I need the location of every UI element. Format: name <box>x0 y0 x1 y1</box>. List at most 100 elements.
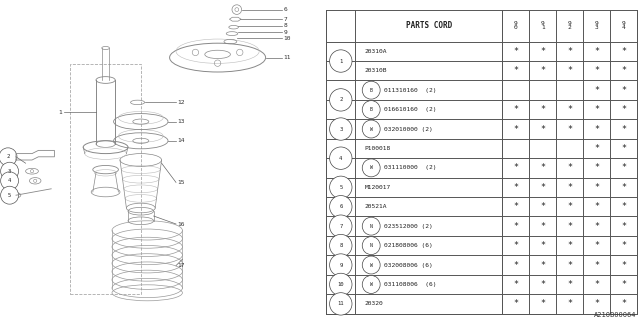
Text: 032008006 (6): 032008006 (6) <box>384 262 433 268</box>
Text: 1: 1 <box>59 109 63 115</box>
Text: *: * <box>567 260 572 269</box>
Text: *: * <box>594 124 599 133</box>
Text: *: * <box>567 66 572 75</box>
Text: *: * <box>594 66 599 75</box>
Circle shape <box>330 118 352 140</box>
Text: *: * <box>567 222 572 231</box>
Text: *: * <box>513 260 518 269</box>
Text: *: * <box>621 105 626 114</box>
Circle shape <box>330 176 352 198</box>
Text: *: * <box>567 241 572 250</box>
Text: *: * <box>540 280 545 289</box>
Text: 9
0: 9 0 <box>514 21 518 30</box>
Circle shape <box>330 50 352 72</box>
Text: *: * <box>594 144 599 153</box>
Text: 11: 11 <box>337 301 344 306</box>
Circle shape <box>362 159 380 177</box>
Circle shape <box>362 217 380 235</box>
Text: *: * <box>540 66 545 75</box>
Text: B: B <box>370 88 372 93</box>
Text: *: * <box>540 124 545 133</box>
Text: W: W <box>370 262 372 268</box>
Text: 6: 6 <box>283 7 287 12</box>
Text: 20310A: 20310A <box>365 49 387 54</box>
Circle shape <box>330 234 352 257</box>
Text: B: B <box>370 107 372 112</box>
Text: 6: 6 <box>339 204 342 209</box>
Text: 031110000  (2): 031110000 (2) <box>384 165 436 170</box>
Circle shape <box>362 81 380 99</box>
Circle shape <box>330 293 352 315</box>
Text: 8: 8 <box>283 23 287 28</box>
Text: *: * <box>594 222 599 231</box>
Text: 9
3: 9 3 <box>595 21 598 30</box>
Text: 8: 8 <box>339 243 342 248</box>
Text: *: * <box>621 241 626 250</box>
Circle shape <box>330 254 352 276</box>
Circle shape <box>330 147 352 169</box>
Text: 9: 9 <box>283 29 287 35</box>
Circle shape <box>330 196 352 218</box>
Text: *: * <box>513 124 518 133</box>
Text: *: * <box>621 222 626 231</box>
Text: *: * <box>594 241 599 250</box>
Text: *: * <box>621 47 626 56</box>
Text: *: * <box>567 105 572 114</box>
Text: N: N <box>370 224 372 229</box>
Text: 3: 3 <box>339 126 342 132</box>
Text: 9
1: 9 1 <box>541 21 545 30</box>
Text: 20320: 20320 <box>365 301 383 306</box>
Text: *: * <box>513 280 518 289</box>
Circle shape <box>1 162 19 180</box>
Text: 5: 5 <box>8 193 12 198</box>
Text: 2: 2 <box>339 97 342 102</box>
Text: 011310160  (2): 011310160 (2) <box>384 88 436 93</box>
Text: 032010000 (2): 032010000 (2) <box>384 126 433 132</box>
Text: *: * <box>540 202 545 211</box>
Circle shape <box>0 148 17 166</box>
Circle shape <box>330 215 352 237</box>
Text: *: * <box>594 164 599 172</box>
Text: *: * <box>621 66 626 75</box>
Text: *: * <box>513 241 518 250</box>
Text: 7: 7 <box>283 17 287 22</box>
Text: *: * <box>594 260 599 269</box>
Text: P100018: P100018 <box>365 146 391 151</box>
Circle shape <box>1 172 19 190</box>
Text: *: * <box>594 47 599 56</box>
Text: *: * <box>621 164 626 172</box>
Circle shape <box>362 276 380 293</box>
Text: *: * <box>594 86 599 95</box>
Text: 023512000 (2): 023512000 (2) <box>384 224 433 229</box>
Text: *: * <box>513 66 518 75</box>
Text: 14: 14 <box>178 138 185 143</box>
Text: *: * <box>513 300 518 308</box>
Text: *: * <box>594 300 599 308</box>
Text: M120017: M120017 <box>365 185 391 190</box>
Text: A210B00064: A210B00064 <box>595 312 637 318</box>
Text: *: * <box>513 47 518 56</box>
Text: *: * <box>540 47 545 56</box>
Text: 10: 10 <box>337 282 344 287</box>
Text: 4: 4 <box>8 178 12 183</box>
Text: 20521A: 20521A <box>365 204 387 209</box>
Text: *: * <box>540 105 545 114</box>
Text: *: * <box>567 280 572 289</box>
Text: 16: 16 <box>178 221 185 227</box>
Text: *: * <box>621 202 626 211</box>
Text: W: W <box>370 165 372 170</box>
Circle shape <box>1 186 19 204</box>
Text: *: * <box>621 300 626 308</box>
Text: 17: 17 <box>178 263 185 268</box>
Text: *: * <box>540 300 545 308</box>
Text: W: W <box>370 126 372 132</box>
Text: *: * <box>513 105 518 114</box>
Text: *: * <box>513 222 518 231</box>
Text: *: * <box>621 86 626 95</box>
Text: *: * <box>513 183 518 192</box>
Text: 5: 5 <box>339 185 342 190</box>
Text: 9
2: 9 2 <box>568 21 572 30</box>
Text: 2: 2 <box>6 154 10 159</box>
Text: 7: 7 <box>339 224 342 229</box>
Text: PARTS CORD: PARTS CORD <box>406 21 452 30</box>
